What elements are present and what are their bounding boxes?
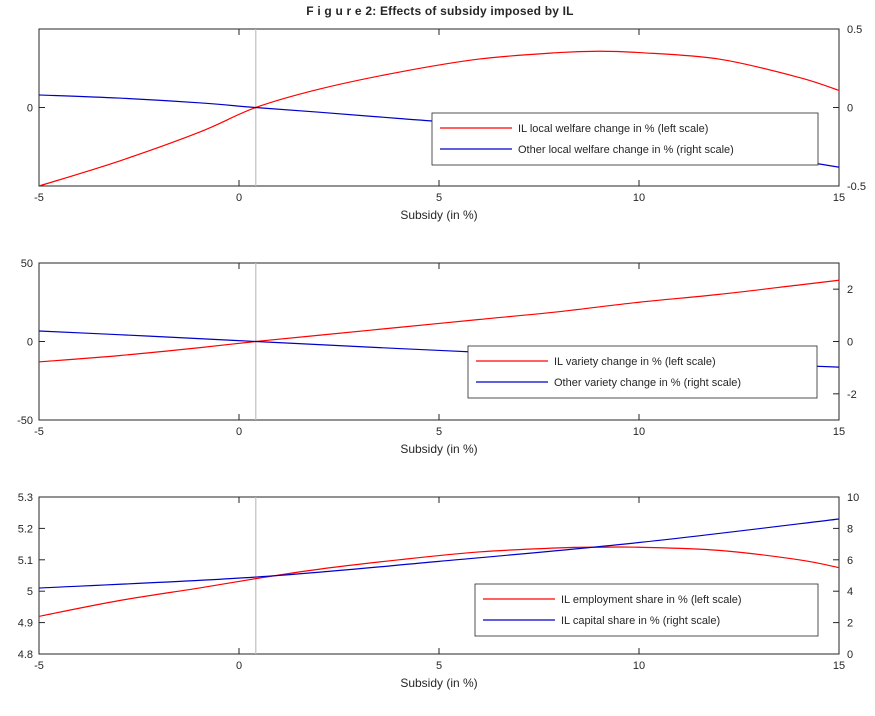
y-left-tick-label: 5.2 (18, 523, 33, 535)
x-tick-label: 15 (833, 660, 845, 672)
series-line-left (39, 279, 839, 363)
y-right-tick-label: 0 (847, 649, 853, 661)
chart-panel-3: -5 0 5 10 15 Subsidy (in %) 5.3 5.2 5.1 5 4.9 4.8 10… (18, 492, 860, 690)
legend: IL employment share in % (left scale) IL … (474, 583, 819, 637)
x-tick-label: 10 (633, 426, 645, 438)
x-tick-label: 15 (833, 192, 845, 204)
x-tick-label: -5 (34, 192, 44, 204)
y-left-tick-label: 0 (27, 103, 33, 115)
y-right-tick-label: 2 (847, 618, 853, 630)
y-right-tick-label: 0 (847, 103, 853, 115)
x-tick-label: 5 (436, 192, 442, 204)
x-tick-label: 5 (436, 426, 442, 438)
legend-entry: IL variety change in % (left scale) (554, 356, 716, 368)
chart-panel-1: -5 0 5 10 15 Subsidy (in %) 0 0.5 0 -0.5 IL local … (27, 24, 866, 222)
series-line-left (39, 50, 839, 186)
legend-box (474, 583, 819, 637)
y-left-tick-label: -50 (17, 415, 33, 427)
legend-entry: Other variety change in % (right scale) (554, 377, 741, 389)
x-axis-label: Subsidy (in %) (400, 442, 477, 456)
y-right-tick-label: -0.5 (847, 181, 866, 193)
legend-box (467, 345, 818, 399)
x-tick-label: -5 (34, 660, 44, 672)
y-left-tick-label: 0 (27, 337, 33, 349)
legend-entry: IL employment share in % (left scale) (561, 594, 742, 606)
y-left-tick-label: 50 (21, 258, 33, 270)
legend: IL local welfare change in % (left scale… (431, 112, 819, 166)
y-right-tick-label: 8 (847, 523, 853, 535)
y-right-tick-label: 2 (847, 284, 853, 296)
y-left-tick-label: 5.1 (18, 555, 33, 567)
y-right-tick-label: 0.5 (847, 24, 862, 36)
x-tick-label: -5 (34, 426, 44, 438)
x-axis-label: Subsidy (in %) (400, 676, 477, 690)
y-left-tick-label: 4.9 (18, 618, 33, 630)
y-right-tick-label: 0 (847, 337, 853, 349)
y-right-tick-label: 4 (847, 586, 853, 598)
x-tick-label: 15 (833, 426, 845, 438)
legend-entry: IL local welfare change in % (left scale… (518, 123, 708, 135)
series-line-left (39, 546, 839, 617)
legend-box (431, 112, 819, 166)
x-tick-label: 5 (436, 660, 442, 672)
y-right-tick-label: -2 (847, 389, 857, 401)
figure-title: F i g u r e 2: Effects of subsidy impose… (306, 4, 573, 18)
y-left-tick-label: 5.3 (18, 492, 33, 504)
x-axis-label: Subsidy (in %) (400, 208, 477, 222)
x-tick-label: 10 (633, 192, 645, 204)
legend-entry: IL capital share in % (right scale) (561, 615, 720, 627)
y-right-tick-label: 6 (847, 555, 853, 567)
y-left-tick-label: 4.8 (18, 649, 33, 661)
legend-entry: Other local welfare change in % (right s… (518, 144, 734, 156)
y-right-tick-label: 10 (847, 492, 859, 504)
x-tick-label: 10 (633, 660, 645, 672)
y-left-tick-label: 5 (27, 586, 33, 598)
x-tick-label: 0 (236, 192, 242, 204)
series-line-right (39, 518, 839, 589)
legend: IL variety change in % (left scale) Other… (467, 345, 818, 399)
x-tick-label: 0 (236, 426, 242, 438)
x-tick-label: 0 (236, 660, 242, 672)
